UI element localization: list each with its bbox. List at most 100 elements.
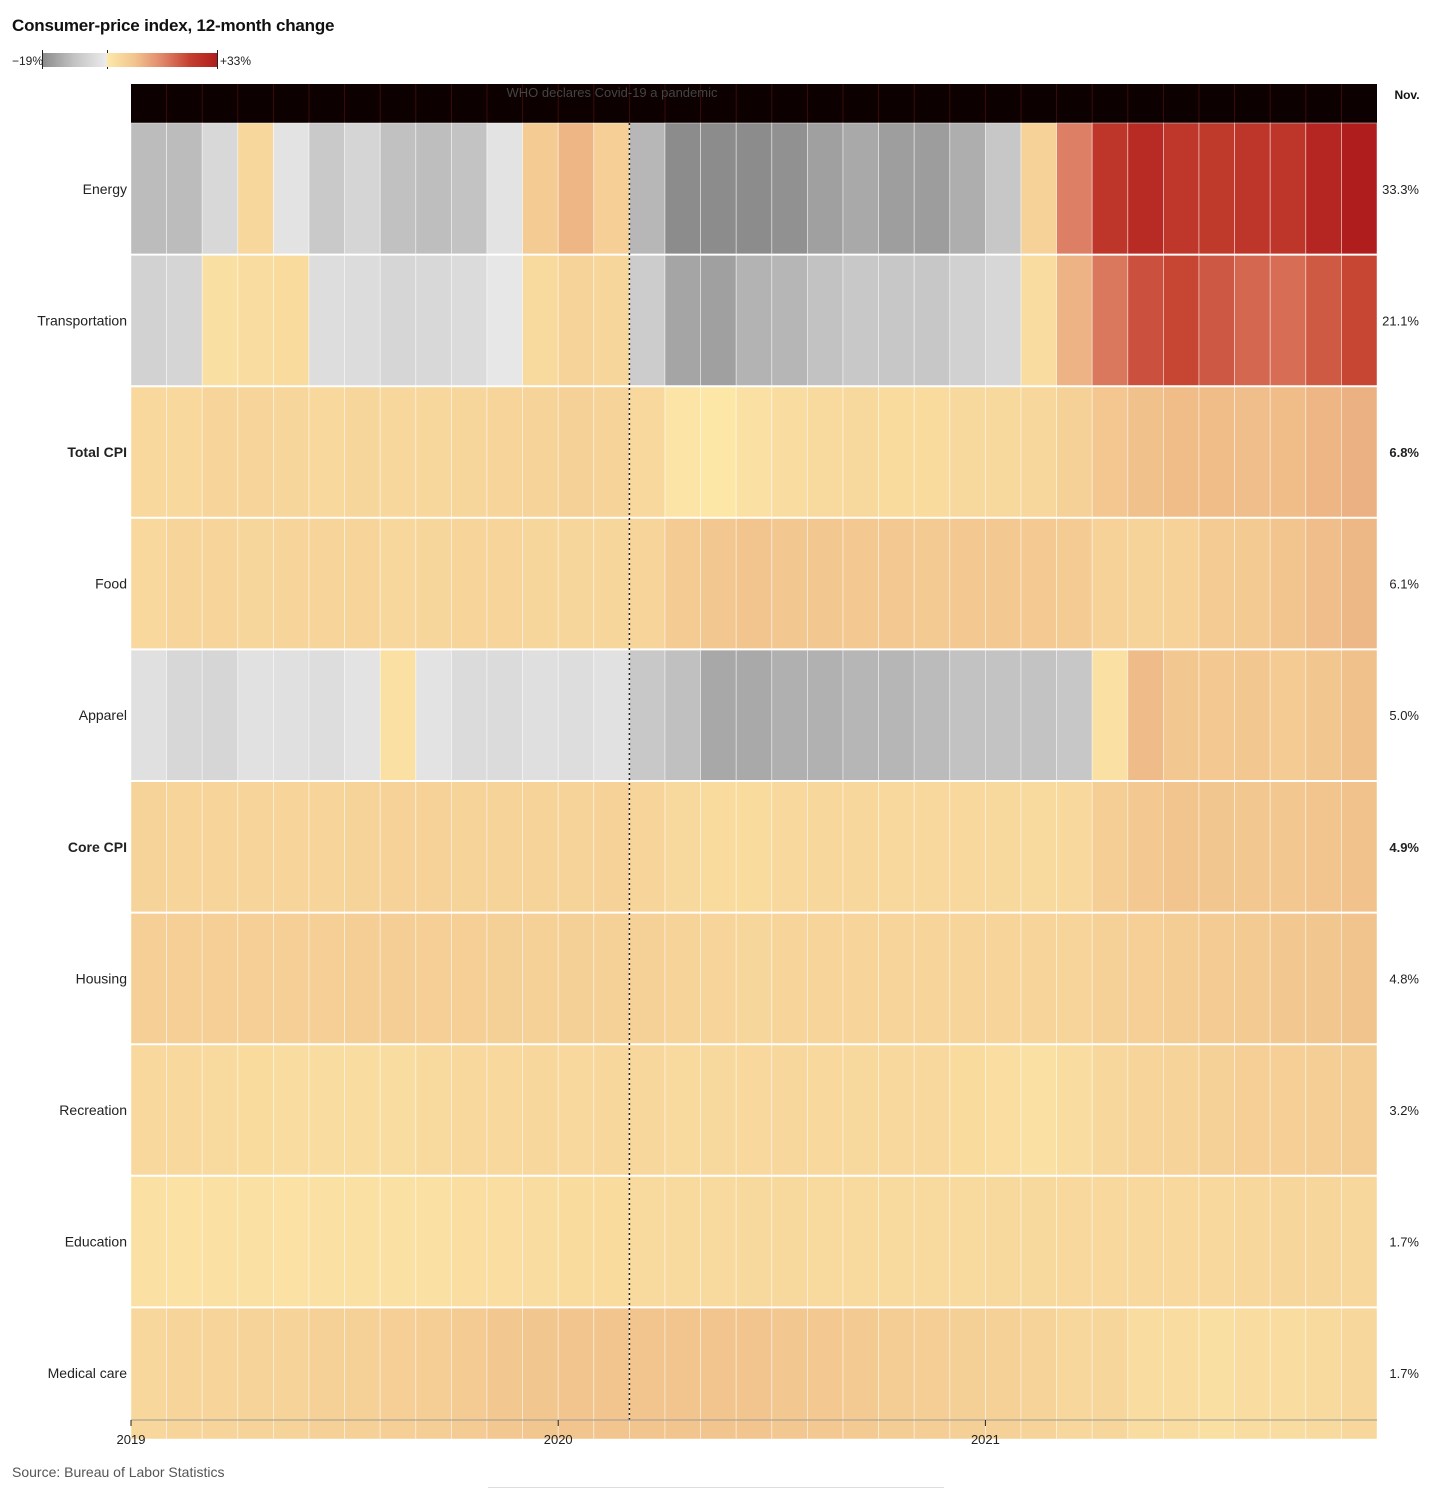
- heatmap-cell: [1163, 1043, 1200, 1177]
- color-legend: −19% +33%: [12, 50, 272, 74]
- heatmap-cell: [308, 1307, 345, 1440]
- heatmap-cell: [629, 912, 666, 1045]
- heatmap-cell: [379, 780, 417, 914]
- chart-title: Consumer-price index, 12-month change: [12, 16, 335, 35]
- heatmap-cell: [735, 1043, 773, 1177]
- heatmap-cell: [629, 1175, 666, 1308]
- heatmap-cell: [735, 254, 773, 387]
- heatmap-cell: [1091, 1043, 1129, 1177]
- heatmap-cell: [985, 517, 1022, 650]
- heatmap-cell: [1341, 254, 1378, 387]
- heatmap-cell: [344, 385, 381, 519]
- heatmap-cell: [1163, 254, 1200, 387]
- heatmap-cell: [1163, 1175, 1200, 1308]
- heatmap-cell: [771, 1307, 808, 1440]
- heatmap-cell: [807, 912, 844, 1045]
- footer-divider: [488, 1487, 944, 1488]
- heatmap-cell: [842, 385, 879, 519]
- row-label: Total CPI: [67, 444, 127, 460]
- heatmap-cell: [700, 254, 737, 387]
- heatmap-cell: [664, 912, 701, 1045]
- heatmap-cell: [415, 1175, 452, 1308]
- heatmap-cell: [1127, 385, 1164, 519]
- heatmap-cell: [949, 254, 986, 387]
- heatmap-cell: [557, 649, 595, 782]
- row-latest-value: 5.0%: [1389, 708, 1419, 723]
- heatmap-cell: [1127, 254, 1164, 387]
- heatmap-cell: [344, 912, 381, 1045]
- heatmap-cell: [415, 517, 452, 650]
- heatmap-cell: [486, 780, 523, 914]
- heatmap-cell: [593, 122, 630, 256]
- heatmap-cell: [807, 517, 844, 650]
- heatmap-cell: [878, 912, 915, 1045]
- heatmap-cell: [308, 1175, 345, 1308]
- heatmap-cell: [1269, 1175, 1307, 1308]
- heatmap-cell: [450, 385, 488, 519]
- row-latest-value: 6.8%: [1389, 445, 1419, 460]
- heatmap-cell: [237, 1307, 274, 1440]
- heatmap-cell: [985, 254, 1022, 387]
- legend-min-label: −19%: [12, 54, 44, 68]
- heatmap-cell: [593, 1175, 630, 1308]
- heatmap-cell: [664, 1043, 701, 1177]
- heatmap-cell: [1127, 912, 1164, 1045]
- heatmap-cell: [913, 122, 951, 256]
- heatmap-cell: [771, 912, 808, 1045]
- heatmap-cell: [1198, 122, 1235, 256]
- heatmap-cell: [486, 1175, 523, 1308]
- heatmap-cell: [1163, 122, 1200, 256]
- heatmap-cell: [1020, 1043, 1057, 1177]
- heatmap-cell: [913, 254, 951, 387]
- heatmap-cell: [344, 1043, 381, 1177]
- heatmap-cell: [1091, 122, 1129, 256]
- heatmap-cell: [807, 122, 844, 256]
- heatmap-cell: [308, 385, 345, 519]
- heatmap-cell: [486, 1043, 523, 1177]
- heatmap-cell: [522, 385, 559, 519]
- heatmap-cell: [1127, 780, 1164, 914]
- heatmap-cell: [878, 122, 915, 256]
- heatmap-cell: [166, 122, 203, 256]
- heatmap-cell: [130, 517, 167, 650]
- heatmap-cell: [1163, 780, 1200, 914]
- row-label: Education: [65, 1234, 127, 1250]
- heatmap-cell: [166, 1043, 203, 1177]
- heatmap-cell: [1020, 912, 1057, 1045]
- heatmap-cell: [1305, 1043, 1342, 1177]
- heatmap-cell: [522, 780, 559, 914]
- heatmap-cell: [985, 1043, 1022, 1177]
- heatmap-cell: [415, 780, 452, 914]
- heatmap-cell: [201, 912, 239, 1045]
- heatmap-cell: [166, 385, 203, 519]
- heatmap-cell: [557, 385, 595, 519]
- row-label: Transportation: [37, 312, 127, 328]
- heatmap-cell: [629, 780, 666, 914]
- heatmap-cell: [735, 912, 773, 1045]
- heatmap-cell: [1269, 385, 1307, 519]
- row-latest-value: 4.8%: [1389, 971, 1419, 986]
- x-axis-tick-label: 2019: [117, 1432, 146, 1447]
- heatmap-cell: [1127, 122, 1164, 256]
- heatmap-cell: [1198, 1307, 1235, 1440]
- heatmap-cell: [700, 1043, 737, 1177]
- heatmap-cell: [735, 1307, 773, 1440]
- heatmap-cell: [1020, 649, 1057, 782]
- heatmap-cell: [1091, 1175, 1129, 1308]
- heatmap-cell: [344, 254, 381, 387]
- heatmap-cell: [771, 649, 808, 782]
- heatmap-cell: [629, 649, 666, 782]
- heatmap-cell: [450, 649, 488, 782]
- heatmap-cell: [807, 1307, 844, 1440]
- heatmap-cell: [629, 517, 666, 650]
- heatmap-cell: [1305, 649, 1342, 782]
- heatmap-cell: [842, 1043, 879, 1177]
- heatmap-cell: [450, 517, 488, 650]
- heatmap-cell: [415, 385, 452, 519]
- heatmap-cell: [557, 912, 595, 1045]
- heatmap-cell: [1056, 1307, 1093, 1440]
- heatmap-cell: [771, 122, 808, 256]
- heatmap-cell: [272, 780, 310, 914]
- heatmap-cell: [1056, 1175, 1093, 1308]
- heatmap-cell: [522, 1175, 559, 1308]
